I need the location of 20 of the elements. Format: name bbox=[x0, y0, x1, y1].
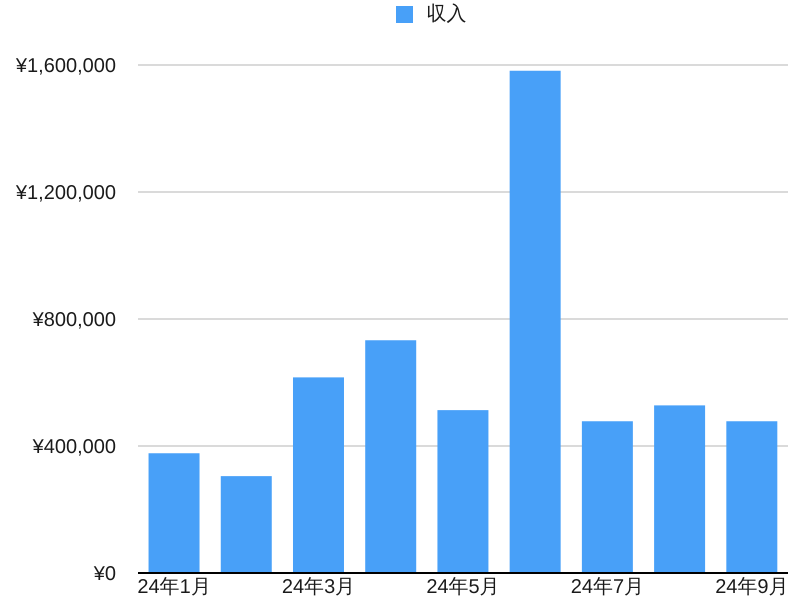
legend-label: 収入 bbox=[426, 3, 466, 25]
y-tick-label: ¥800,000 bbox=[32, 309, 116, 332]
y-tick-label: ¥0 bbox=[92, 563, 116, 586]
bar bbox=[726, 421, 778, 573]
y-tick-label: ¥400,000 bbox=[32, 436, 116, 458]
x-tick-label: 24年9月 bbox=[715, 576, 789, 598]
y-tick-label: ¥1,600,000 bbox=[14, 55, 116, 78]
bar bbox=[365, 340, 416, 573]
bar bbox=[292, 377, 344, 573]
bar bbox=[510, 70, 561, 573]
x-tick-label: 24年5月 bbox=[426, 576, 500, 598]
bar bbox=[437, 410, 488, 573]
x-tick-label: 24年1月 bbox=[137, 576, 211, 598]
x-tick-label: 24年3月 bbox=[282, 576, 356, 598]
y-tick-label: ¥1,200,000 bbox=[14, 182, 116, 204]
x-tick-label: 24年7月 bbox=[570, 576, 644, 598]
bar bbox=[220, 476, 272, 573]
bar bbox=[582, 421, 633, 573]
bar bbox=[148, 453, 200, 573]
bar bbox=[654, 405, 706, 573]
